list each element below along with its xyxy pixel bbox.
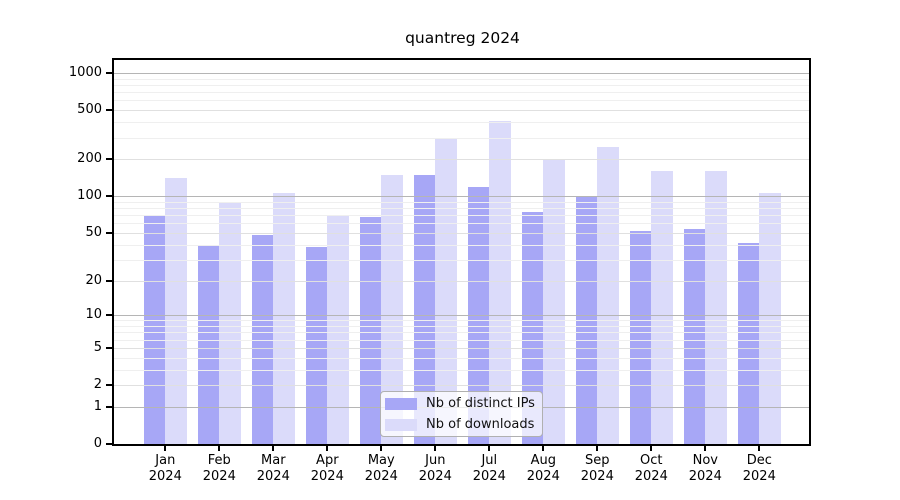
y-tick-5 [106,346,112,349]
x-tick-dec [758,446,761,451]
bar-ips-apr [305,247,328,444]
y-tick-2 [106,384,112,386]
bar-ips-feb [197,244,220,444]
y-tick-50 [106,231,112,234]
bar-ips-dec [737,243,760,444]
legend-item-downloads: Nb of downloads [381,415,542,435]
x-tick-oct [650,446,653,451]
x-tick-mar [272,446,275,451]
x-tick-may [380,446,383,451]
y-tick-500 [106,109,112,112]
x-tick-label-dec: Dec 2024 [742,453,776,484]
legend: Nb of distinct IPs Nb of downloads [380,391,543,437]
bar-downloads-dec [759,192,781,444]
legend-label-downloads: Nb of downloads [426,416,535,432]
bar-downloads-oct [651,171,673,444]
x-tick-nov [704,446,707,451]
legend-swatch-downloads [385,418,417,431]
x-tick-label-feb: Feb 2024 [202,453,236,484]
x-tick-label-jan: Jan 2024 [148,453,182,484]
y-tick-20 [106,279,112,282]
bar-downloads-feb [219,201,241,444]
x-tick-label-nov: Nov 2024 [688,453,722,484]
bar-downloads-may [381,174,403,444]
y-tick-label-200: 200 [77,151,102,167]
x-tick-label-apr: Apr 2024 [310,453,344,484]
x-tick-label-jul: Jul 2024 [472,453,506,484]
x-tick-jun [434,446,437,451]
x-tick-sep [596,446,599,451]
bar-ips-may [359,217,382,444]
legend-item-distinct-ips: Nb of distinct IPs [381,394,542,414]
y-tick-label-1: 1 [93,398,102,414]
y-tick-label-100: 100 [77,188,102,204]
y-tick-0 [106,443,112,445]
y-tick-label-1000: 1000 [68,65,102,80]
y-tick-1 [106,405,112,408]
y-tick-label-10: 10 [85,307,102,323]
legend-label-distinct-ips: Nb of distinct IPs [426,395,535,411]
x-tick-label-sep: Sep 2024 [580,453,614,484]
bar-ips-sep [575,196,598,444]
bar-ips-aug [521,212,544,444]
bar-ips-oct [629,230,652,444]
y-tick-1000 [106,72,112,74]
bar-ips-jan [143,215,166,444]
y-tick-10 [106,314,112,317]
x-tick-label-jun: Jun 2024 [418,453,452,484]
legend-swatch-distinct-ips [385,397,417,410]
x-tick-label-oct: Oct 2024 [634,453,668,484]
bar-downloads-nov [705,171,727,444]
x-tick-aug [542,446,545,451]
bar-ips-jun [413,174,436,444]
bar-downloads-jul [489,120,511,444]
y-tick-label-500: 500 [77,102,102,118]
bar-downloads-apr [327,215,349,444]
y-tick-100 [106,195,112,198]
x-tick-feb [218,446,221,451]
x-tick-jul [488,446,491,451]
bar-downloads-mar [273,192,295,444]
bar-downloads-jan [165,178,187,444]
y-tick-label-50: 50 [85,224,102,240]
x-tick-label-may: May 2024 [364,453,398,484]
y-tick-label-20: 20 [85,272,102,288]
bar-downloads-aug [543,159,565,444]
x-tick-apr [326,446,329,451]
y-tick-label-5: 5 [93,339,102,355]
bar-ips-mar [251,235,274,444]
y-tick-label-2: 2 [93,377,102,392]
y-tick-label-0: 0 [93,436,102,451]
bar-downloads-sep [597,147,619,444]
x-tick-label-aug: Aug 2024 [526,453,560,484]
bars-layer [114,60,809,444]
y-tick-200 [106,158,112,161]
chart-title: quantreg 2024 [405,29,520,47]
bar-ips-nov [683,228,706,444]
x-tick-jan [164,446,167,451]
x-tick-label-mar: Mar 2024 [256,453,290,484]
